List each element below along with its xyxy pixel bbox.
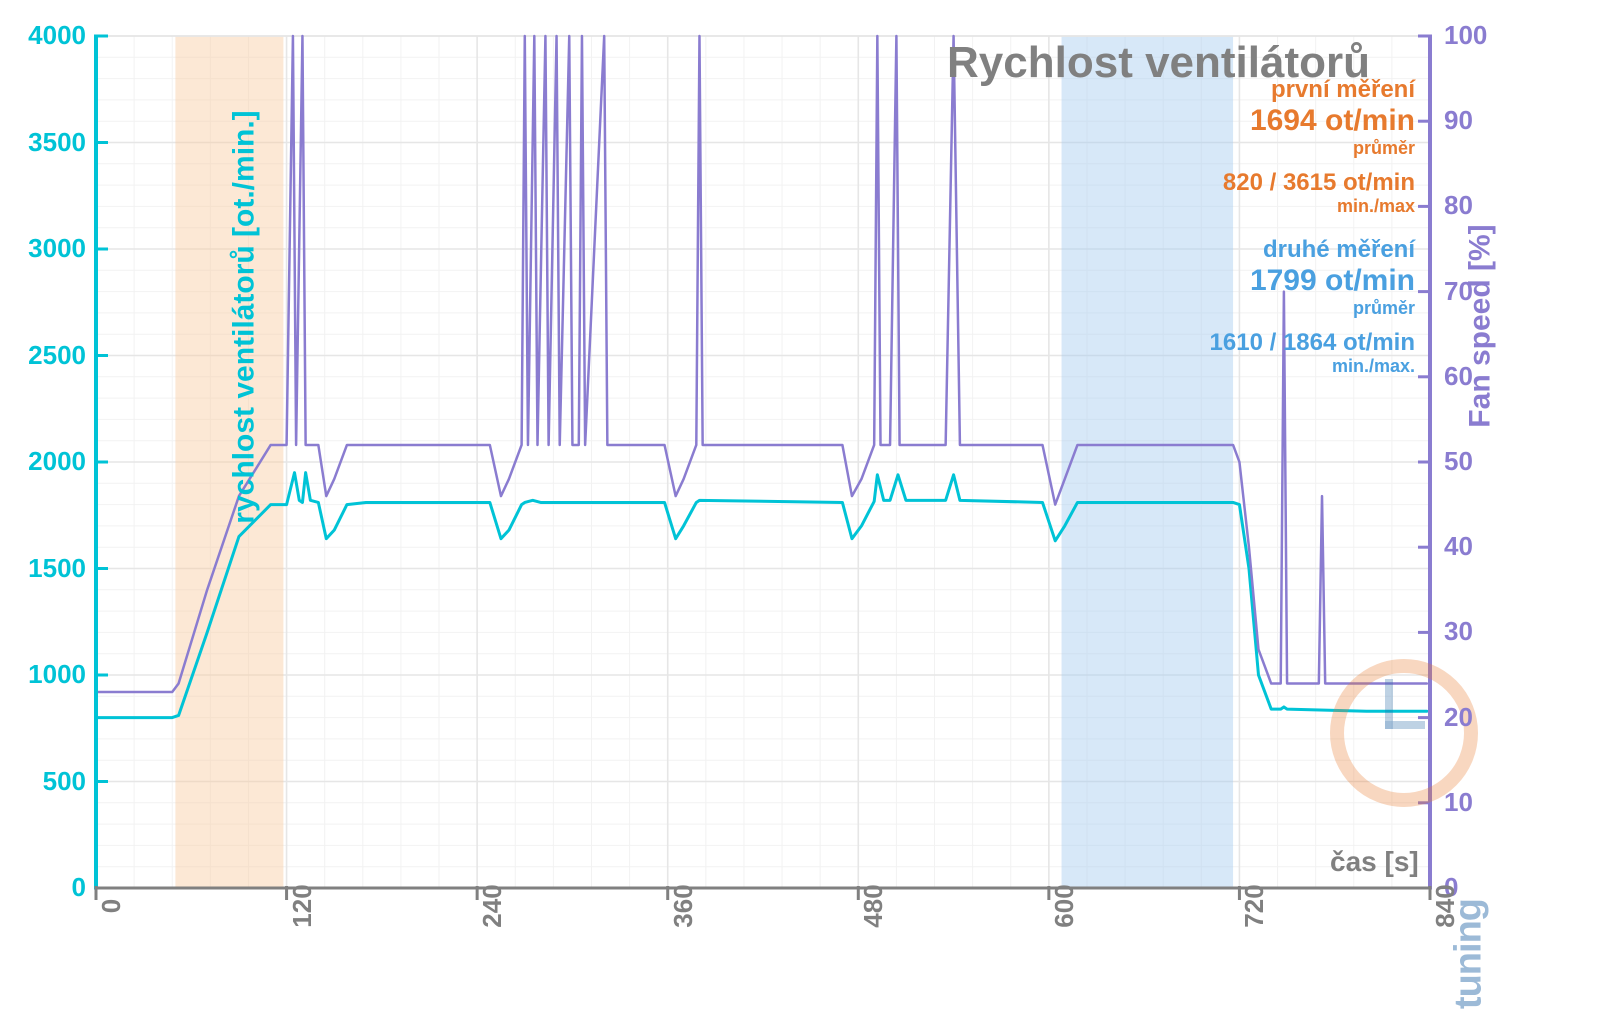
y-right-tick: 10 [1444, 787, 1504, 818]
stats-first-range: 820 / 3615 ot/min [1223, 169, 1415, 197]
y-left-axis-label: rychlost ventilátorů [ot./min.] [228, 110, 262, 523]
y-right-tick: 50 [1444, 446, 1504, 477]
x-tick: 0 [96, 881, 127, 931]
y-left-tick: 0 [26, 872, 86, 903]
y-left-tick: 2500 [26, 340, 86, 371]
y-left-tick: 500 [26, 766, 86, 797]
stats-second-sub2: min./max. [1210, 356, 1415, 377]
y-left-tick: 1000 [26, 659, 86, 690]
chart-stage: Rychlost ventilátorů rychlost ventilátor… [0, 0, 1600, 1009]
watermark: pctuning [1290, 639, 1490, 899]
y-right-tick: 70 [1444, 276, 1504, 307]
y-right-tick: 90 [1444, 105, 1504, 136]
stats-second-sub1: průměr [1210, 298, 1415, 319]
clock-icon [1330, 659, 1478, 807]
stats-first-value: 1694 ot/min [1223, 104, 1415, 139]
y-right-tick: 20 [1444, 702, 1504, 733]
y-left-tick: 3500 [26, 127, 86, 158]
stats-first-sub2: min./max [1223, 196, 1415, 217]
stats-first-heading: první měření [1223, 76, 1415, 104]
y-right-tick: 60 [1444, 361, 1504, 392]
stats-second-heading: druhé měření [1210, 236, 1415, 264]
y-right-tick: 100 [1444, 20, 1504, 51]
y-right-tick: 30 [1444, 616, 1504, 647]
clock-hand2-icon [1385, 721, 1425, 729]
x-tick: 600 [1049, 881, 1080, 931]
stats-first: první měření 1694 ot/min průměr 820 / 36… [1223, 76, 1415, 217]
stats-second-value: 1799 ot/min [1210, 264, 1415, 299]
stats-second-range: 1610 / 1864 ot/min [1210, 329, 1415, 357]
x-tick: 240 [477, 881, 508, 931]
x-tick: 360 [668, 881, 699, 931]
y-left-tick: 3000 [26, 233, 86, 264]
x-tick: 480 [858, 881, 889, 931]
x-tick: 840 [1430, 881, 1461, 931]
y-left-tick: 4000 [26, 20, 86, 51]
x-tick: 720 [1239, 881, 1270, 931]
stats-second: druhé měření 1799 ot/min průměr 1610 / 1… [1210, 236, 1415, 377]
x-tick: 120 [287, 881, 318, 931]
y-right-axis-label: Fan speed [%] [1463, 224, 1497, 427]
y-left-tick: 2000 [26, 446, 86, 477]
y-right-tick: 40 [1444, 531, 1504, 562]
y-left-tick: 1500 [26, 553, 86, 584]
y-right-tick: 80 [1444, 190, 1504, 221]
stats-first-sub1: průměr [1223, 138, 1415, 159]
